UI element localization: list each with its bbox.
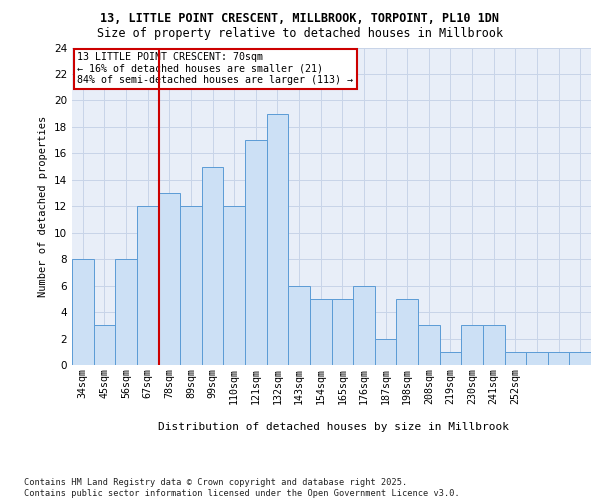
Bar xyxy=(397,299,418,365)
Bar xyxy=(202,166,223,365)
Bar xyxy=(310,299,331,365)
Bar xyxy=(418,326,440,365)
Text: Contains HM Land Registry data © Crown copyright and database right 2025.
Contai: Contains HM Land Registry data © Crown c… xyxy=(24,478,460,498)
Bar xyxy=(375,338,397,365)
Bar xyxy=(331,299,353,365)
Bar xyxy=(505,352,526,365)
Bar xyxy=(526,352,548,365)
Text: 13, LITTLE POINT CRESCENT, MILLBROOK, TORPOINT, PL10 1DN: 13, LITTLE POINT CRESCENT, MILLBROOK, TO… xyxy=(101,12,499,26)
Bar xyxy=(94,326,115,365)
Bar xyxy=(158,193,180,365)
Bar xyxy=(569,352,591,365)
Bar xyxy=(245,140,266,365)
Bar xyxy=(115,259,137,365)
Bar xyxy=(266,114,288,365)
Bar xyxy=(288,286,310,365)
Bar xyxy=(483,326,505,365)
Text: Distribution of detached houses by size in Millbrook: Distribution of detached houses by size … xyxy=(158,422,509,432)
Text: 13 LITTLE POINT CRESCENT: 70sqm
← 16% of detached houses are smaller (21)
84% of: 13 LITTLE POINT CRESCENT: 70sqm ← 16% of… xyxy=(77,52,353,86)
Bar xyxy=(223,206,245,365)
Y-axis label: Number of detached properties: Number of detached properties xyxy=(38,116,49,297)
Bar xyxy=(461,326,483,365)
Text: Size of property relative to detached houses in Millbrook: Size of property relative to detached ho… xyxy=(97,28,503,40)
Bar xyxy=(137,206,158,365)
Bar xyxy=(548,352,569,365)
Bar xyxy=(440,352,461,365)
Bar xyxy=(353,286,375,365)
Bar xyxy=(72,259,94,365)
Bar xyxy=(180,206,202,365)
